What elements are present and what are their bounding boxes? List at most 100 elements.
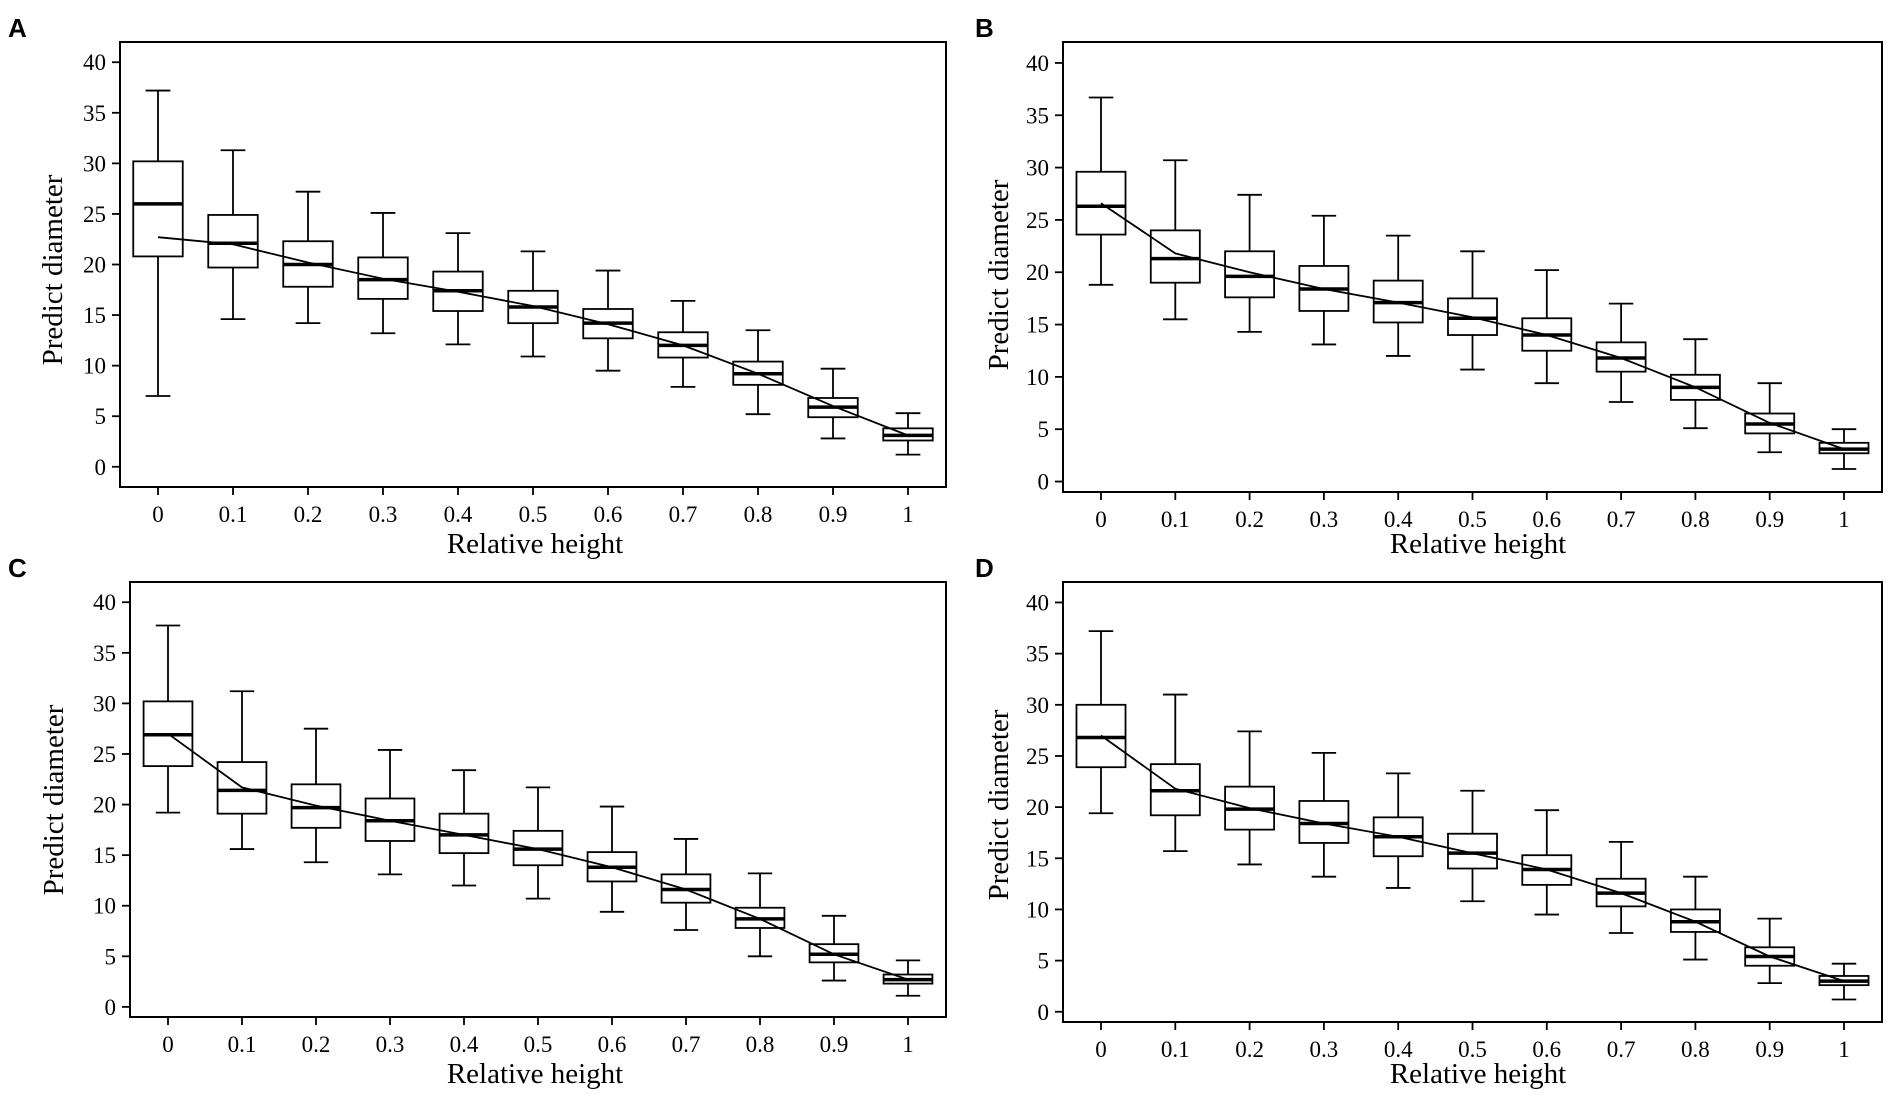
box-0.2	[1224, 193, 1276, 333]
x-tick-label: 0.3	[1310, 1037, 1339, 1062]
x-tick-label: 1	[1838, 1037, 1850, 1062]
y-tick-label: 40	[93, 590, 116, 615]
box-0	[1075, 630, 1127, 815]
y-tick-label: 10	[83, 354, 106, 379]
box-0.2	[290, 727, 342, 864]
x-tick-label: 0.9	[820, 1032, 849, 1057]
x-tick-label: 0.1	[219, 502, 248, 527]
iqr-box	[1447, 832, 1498, 870]
x-tick-label: 0.8	[744, 502, 773, 527]
panel-letter: A	[8, 13, 27, 43]
trend-line	[157, 236, 909, 437]
y-tick-label: 15	[1026, 313, 1049, 338]
box-0.4	[1372, 772, 1424, 889]
y-tick-label: 5	[95, 404, 107, 429]
x-tick-label: 0.4	[1384, 1037, 1413, 1062]
y-tick-label: 40	[83, 50, 106, 75]
x-tick-label: 0.9	[1755, 1037, 1784, 1062]
panel-letter: C	[8, 553, 27, 583]
box-0.6	[1521, 269, 1573, 385]
y-tick-label: 15	[1026, 846, 1049, 871]
box-1	[1818, 962, 1870, 1001]
y-tick-label: 25	[1026, 208, 1049, 233]
x-tick-label: 0.5	[524, 1032, 553, 1057]
box-0.9	[807, 367, 859, 440]
x-tick-label: 0	[1095, 1037, 1107, 1062]
box-0.5	[512, 786, 564, 900]
y-tick-label: 25	[83, 202, 106, 227]
box-0.1	[1149, 693, 1201, 853]
y-tick-label: 0	[95, 455, 107, 480]
y-tick-label: 20	[83, 253, 106, 278]
x-tick-label: 0.6	[1532, 1037, 1561, 1062]
box-0.8	[732, 329, 784, 416]
x-tick-label: 0.5	[1458, 507, 1487, 532]
x-tick-label: 0.9	[819, 502, 848, 527]
x-axis-title: Relative height	[447, 1058, 623, 1090]
x-tick-label: 0.2	[1235, 507, 1264, 532]
box-0.4	[1372, 234, 1424, 357]
y-tick-label: 20	[1026, 260, 1049, 285]
y-tick-label: 5	[1038, 949, 1050, 974]
x-tick-label: 0.3	[376, 1032, 405, 1057]
y-tick-label: 30	[1026, 693, 1049, 718]
y-tick-label: 5	[1038, 417, 1050, 442]
box-0.1	[216, 690, 268, 850]
y-axis-title: Predict diameter	[38, 704, 70, 895]
box-0.7	[660, 838, 712, 931]
x-tick-label: 0.6	[594, 502, 623, 527]
x-axis-title: Relative height	[447, 528, 623, 560]
box-0.8	[1669, 875, 1721, 961]
x-tick-label: 0.4	[450, 1032, 479, 1057]
x-tick-label: 0.7	[1607, 507, 1636, 532]
box-0.3	[357, 212, 409, 335]
y-tick-label: 35	[1026, 103, 1049, 128]
x-tick-label: 0.4	[1384, 507, 1413, 532]
box-0.8	[734, 872, 786, 958]
chart-panel-a: A 0 5 10 15 20 25 30 35 40 0 0.1 0.2 0.3 0.4 0.5 0.6 0.7 0…	[8, 13, 947, 560]
box-0	[142, 624, 194, 814]
x-tick-label: 0.1	[228, 1032, 257, 1057]
box-0.6	[582, 269, 634, 372]
x-tick-label: 0.7	[669, 502, 698, 527]
y-axis-title: Predict diameter	[983, 709, 1015, 900]
box-0.7	[657, 300, 709, 388]
trend-line	[167, 732, 909, 981]
y-tick-label: 30	[1026, 156, 1049, 181]
box-0	[1075, 96, 1127, 286]
x-tick-label: 0.8	[1681, 507, 1710, 532]
trend-line	[1100, 202, 1845, 450]
box-0.3	[1298, 751, 1350, 878]
box-0.2	[282, 190, 334, 325]
x-tick-label: 0.6	[598, 1032, 627, 1057]
y-tick-label: 30	[93, 691, 116, 716]
box-0.1	[1149, 159, 1201, 321]
y-tick-label: 15	[83, 303, 106, 328]
box-1	[882, 412, 934, 456]
y-tick-label: 10	[1026, 365, 1049, 390]
x-tick-label: 0.2	[1235, 1037, 1264, 1062]
box-0.6	[586, 805, 638, 913]
box-0.6	[1521, 809, 1573, 916]
y-tick-label: 35	[1026, 642, 1049, 667]
y-tick-label: 5	[105, 944, 117, 969]
iqr-box	[1224, 250, 1276, 299]
x-tick-label: 0.5	[1458, 1037, 1487, 1062]
x-tick-label: 1	[1838, 507, 1850, 532]
box-0.9	[1744, 917, 1796, 985]
box-0	[132, 89, 184, 397]
chart-panel-d: D 0 5 10 15 20 25 30 35 40 0 0.1 0.2 0.3 0.4 0.5 0.6 0.7 0…	[975, 553, 1883, 1090]
x-tick-label: 1	[902, 502, 914, 527]
y-tick-label: 40	[1026, 590, 1049, 615]
x-tick-label: 0.2	[294, 502, 323, 527]
x-tick-label: 0.6	[1532, 507, 1561, 532]
x-tick-label: 0.4	[444, 502, 473, 527]
x-tick-label: 0.8	[1681, 1037, 1710, 1062]
y-axis-title: Predict diameter	[37, 174, 69, 365]
x-tick-label: 0.2	[302, 1032, 331, 1057]
x-axis-title: Relative height	[1390, 1058, 1566, 1090]
box-0.2	[1224, 730, 1276, 866]
iqr-box	[132, 160, 184, 258]
box-0.8	[1669, 338, 1721, 430]
y-tick-label: 35	[83, 101, 106, 126]
